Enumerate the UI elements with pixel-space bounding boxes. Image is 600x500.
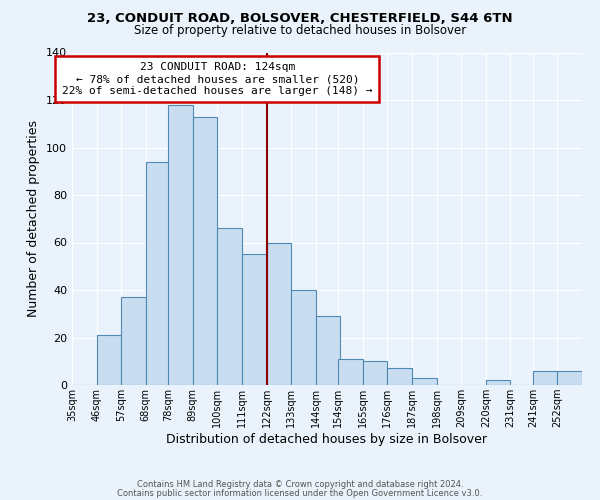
Bar [193, 116, 217, 385]
Bar [486, 380, 511, 385]
Text: 23, CONDUIT ROAD, BOLSOVER, CHESTERFIELD, S44 6TN: 23, CONDUIT ROAD, BOLSOVER, CHESTERFIELD… [87, 12, 513, 26]
Bar [316, 316, 340, 385]
Y-axis label: Number of detached properties: Number of detached properties [28, 120, 40, 318]
Bar [388, 368, 412, 385]
Bar [338, 359, 363, 385]
Text: 23 CONDUIT ROAD: 124sqm
← 78% of detached houses are smaller (520)
22% of semi-d: 23 CONDUIT ROAD: 124sqm ← 78% of detache… [62, 62, 373, 96]
Bar [146, 162, 170, 385]
Bar [363, 361, 388, 385]
Text: Size of property relative to detached houses in Bolsover: Size of property relative to detached ho… [134, 24, 466, 37]
Bar [168, 105, 193, 385]
X-axis label: Distribution of detached houses by size in Bolsover: Distribution of detached houses by size … [167, 433, 487, 446]
Bar [217, 228, 242, 385]
Text: Contains public sector information licensed under the Open Government Licence v3: Contains public sector information licen… [118, 488, 482, 498]
Bar [557, 371, 582, 385]
Bar [412, 378, 437, 385]
Bar [121, 297, 146, 385]
Bar [533, 371, 557, 385]
Bar [266, 242, 291, 385]
Text: Contains HM Land Registry data © Crown copyright and database right 2024.: Contains HM Land Registry data © Crown c… [137, 480, 463, 489]
Bar [291, 290, 316, 385]
Bar [242, 254, 266, 385]
Bar [97, 335, 121, 385]
